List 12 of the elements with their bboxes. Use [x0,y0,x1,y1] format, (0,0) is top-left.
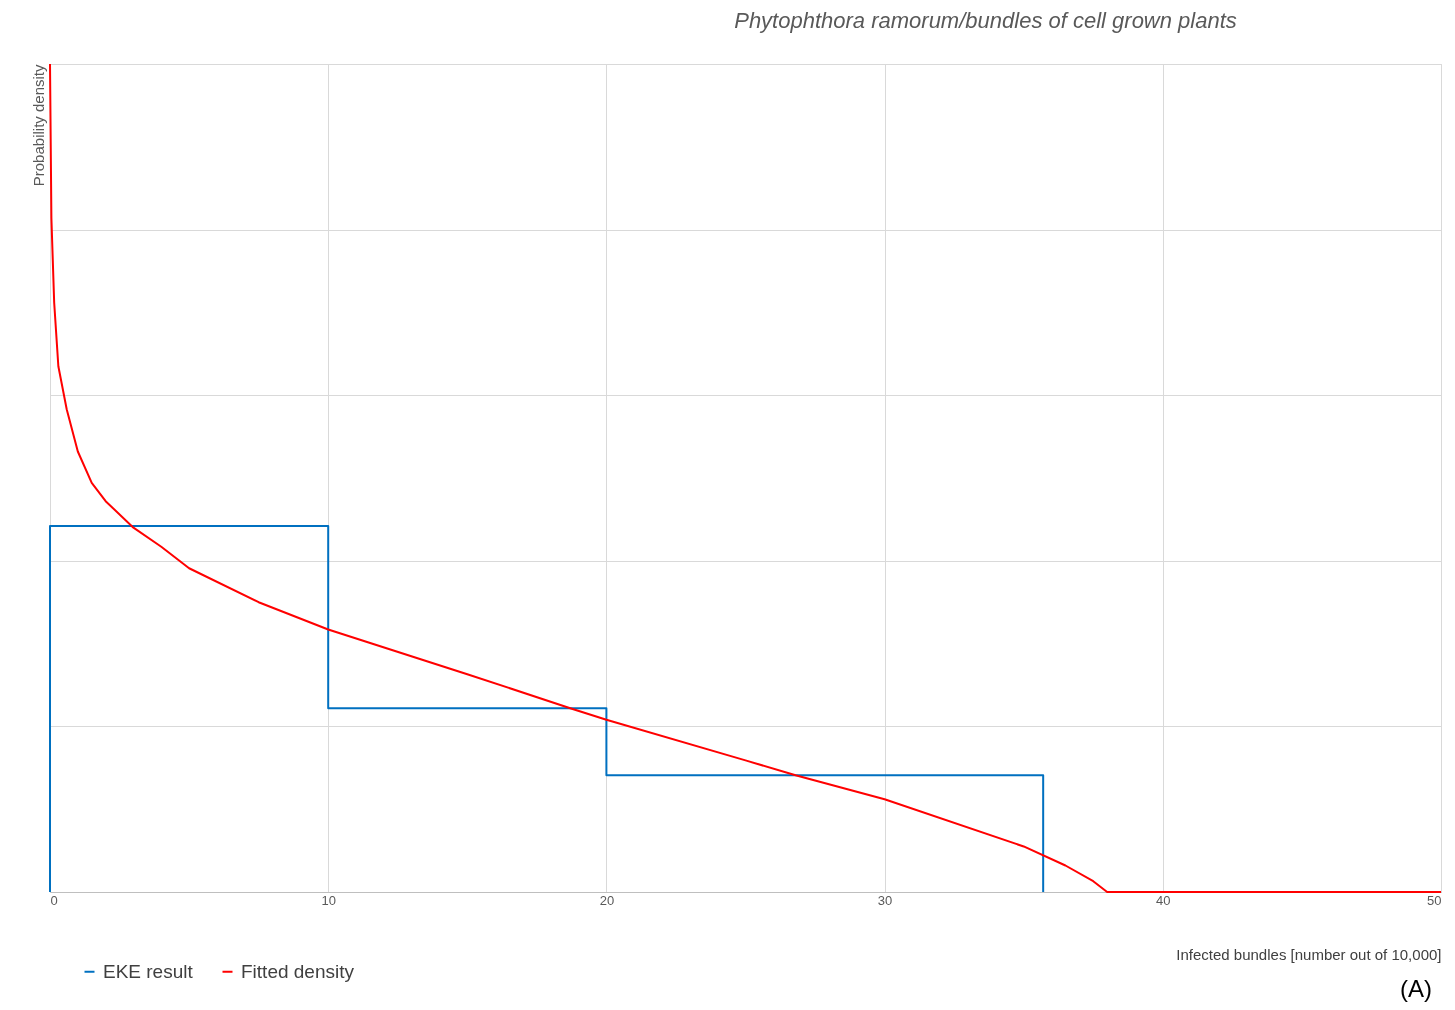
legend-label: EKE result [103,960,194,982]
x-tick-label: 10 [321,892,336,908]
x-tick-label: 0 [50,892,58,908]
chart-title: Phytophthora ramorum/bundles of cell grown plants [734,8,1237,33]
x-tick-label: 20 [599,892,615,908]
x-tick-label: 30 [877,892,893,908]
x-axis-title: Infected bundles [number out of 10,000] [1176,945,1442,963]
x-tick-label: 40 [1156,892,1171,908]
y-axis-title: Probability density [29,64,47,187]
legend-label: Fitted density [241,960,355,982]
text: (A) [1400,975,1432,1003]
x-tick-label: 50 [1427,892,1442,908]
